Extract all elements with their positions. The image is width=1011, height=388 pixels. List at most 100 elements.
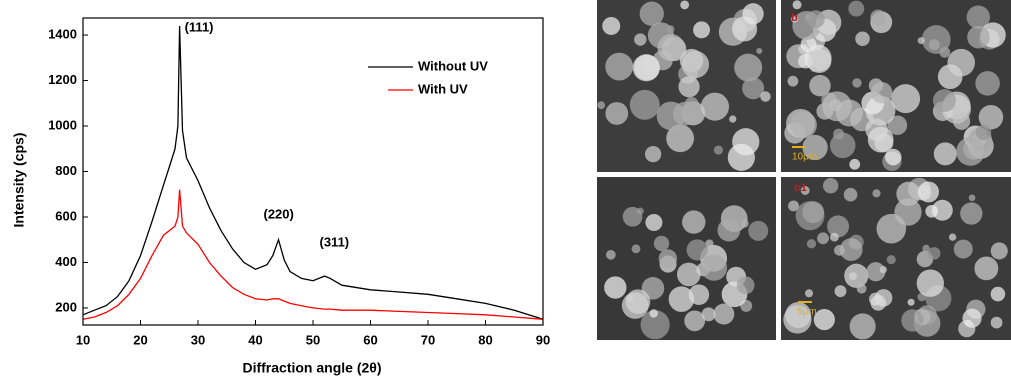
- crystal: [822, 178, 839, 194]
- crystal: [990, 316, 1003, 329]
- crystal: [681, 50, 710, 79]
- crystal: [956, 137, 985, 166]
- crystal: [632, 54, 660, 82]
- crystal: [640, 310, 670, 340]
- crystal: [658, 249, 678, 268]
- crystal: [790, 15, 799, 23]
- crystal: [927, 247, 941, 260]
- crystal: [932, 89, 956, 112]
- crystal: [645, 213, 663, 231]
- crystal: [629, 89, 660, 120]
- y-tick-label: 600: [55, 208, 77, 223]
- crystal: [653, 235, 670, 252]
- crystal: [657, 33, 685, 62]
- crystal: [843, 187, 858, 202]
- crystal: [666, 25, 675, 34]
- scale-label: 10μm: [792, 152, 817, 163]
- crystal: [686, 239, 708, 261]
- crystal: [806, 10, 825, 29]
- crystal: [894, 198, 922, 226]
- crystal: [678, 76, 700, 98]
- crystal: [856, 283, 867, 294]
- crystal: [734, 53, 763, 82]
- crystal: [736, 276, 755, 295]
- crystal: [921, 25, 951, 54]
- crystal: [952, 112, 971, 130]
- crystal: [740, 219, 749, 228]
- y-tick-label: 400: [55, 254, 77, 269]
- crystal: [625, 289, 651, 314]
- crystal: [760, 91, 771, 102]
- crystal: [700, 92, 730, 121]
- crystal: [672, 101, 697, 126]
- crystal: [717, 218, 741, 242]
- scale-label: 5μm: [797, 307, 817, 318]
- crystal: [870, 9, 886, 26]
- crystal: [668, 286, 695, 312]
- crystal: [830, 232, 839, 242]
- y-tick-label: 1400: [48, 26, 77, 41]
- peak-annotation: (311): [320, 234, 350, 249]
- x-tick-label: 90: [536, 332, 550, 347]
- crystal: [693, 21, 711, 39]
- crystal: [605, 52, 634, 81]
- crystal: [802, 134, 828, 161]
- crystal: [891, 84, 921, 114]
- crystal: [870, 81, 893, 104]
- crystal: [849, 313, 876, 340]
- x-tick-label: 40: [248, 332, 262, 347]
- crystal: [644, 145, 662, 163]
- y-axis-label: Intensity (cps): [11, 133, 27, 228]
- crystal: [967, 25, 990, 49]
- crystal: [887, 115, 908, 135]
- crystal: [886, 255, 896, 265]
- crystal: [974, 256, 999, 281]
- crystal: [925, 204, 939, 218]
- crystal: [960, 202, 983, 225]
- crystal: [756, 48, 763, 55]
- crystal: [800, 186, 810, 195]
- crystal: [792, 0, 802, 10]
- crystal: [688, 284, 710, 305]
- crystal: [827, 215, 850, 238]
- crystal: [806, 239, 817, 249]
- crystal: [884, 148, 902, 166]
- crystal: [680, 0, 690, 10]
- crystal: [676, 262, 701, 287]
- crystal: [978, 104, 1004, 130]
- crystal: [962, 308, 982, 328]
- crystal: [790, 111, 817, 139]
- crystal: [597, 101, 606, 110]
- x-tick-label: 10: [76, 332, 90, 347]
- crystal: [975, 124, 992, 141]
- crystal: [682, 210, 706, 234]
- crystal: [968, 194, 976, 202]
- crystal: [705, 239, 714, 248]
- crystal: [834, 285, 847, 298]
- crystal: [872, 189, 881, 198]
- crystal: [807, 49, 832, 74]
- y-tick-label: 1000: [48, 117, 77, 132]
- crystal: [727, 143, 755, 171]
- crystal: [729, 115, 737, 123]
- crystal: [742, 3, 764, 25]
- crystal: [701, 307, 716, 322]
- crystal: [700, 254, 728, 281]
- series-line: [82, 189, 544, 320]
- crystal: [947, 48, 975, 77]
- crystal: [829, 132, 856, 159]
- crystal: [787, 75, 799, 87]
- crystal: [901, 309, 924, 332]
- crystal: [953, 239, 973, 259]
- crystal: [788, 200, 799, 212]
- crystal: [813, 308, 835, 331]
- crystal: [748, 220, 769, 241]
- crystal: [684, 310, 706, 332]
- crystal: [602, 16, 621, 35]
- peak-annotation: (220): [264, 206, 294, 221]
- crystal: [855, 31, 870, 47]
- x-tick-label: 20: [133, 332, 147, 347]
- crystal: [713, 145, 723, 155]
- crystal: [742, 77, 765, 100]
